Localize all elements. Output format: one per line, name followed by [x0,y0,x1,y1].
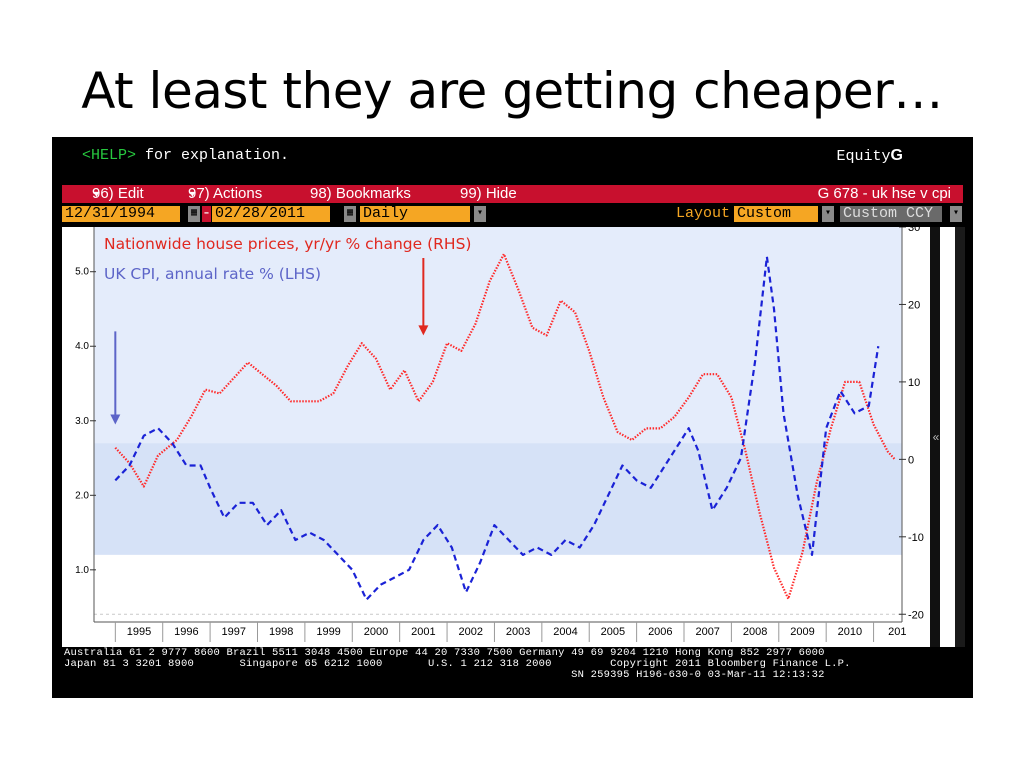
calendar-icon[interactable]: ▦ [188,206,200,222]
date-separator: - [202,205,212,222]
footer-contacts: Australia 61 2 9777 8600 Brazil 5511 304… [64,648,851,681]
layout-select[interactable]: Custom [734,206,818,222]
right-tick-label: -20 [908,609,924,621]
x-tick-label: 1999 [316,626,340,638]
x-tick-label: 1996 [174,626,198,638]
x-tick-label: 2008 [743,626,767,638]
right-tick-label: 20 [908,299,920,311]
periodicity-select[interactable]: Daily [360,206,470,222]
equity-key: G [890,147,903,164]
plot-band-upper [94,227,902,444]
help-line: <HELP> for explanation. [82,147,289,164]
chart-area: 1.0 2.0 3.0 4.0 5.0 -20 -10 0 10 20 30 1995 1996 1997… [62,227,955,647]
right-tick-label: 0 [908,454,914,466]
help-text: for explanation. [136,147,290,164]
cpi-legend-label: UK CPI, annual rate % (LHS) [104,265,321,283]
x-tick-label: 2003 [506,626,530,638]
x-tick-label: 1998 [269,626,293,638]
x-tick-label: 2010 [838,626,862,638]
x-tick-label: 2004 [553,626,577,638]
x-tick-label: 2009 [790,626,814,638]
bookmarks-menu[interactable]: 98) Bookmarks [310,185,411,202]
side-panel [955,227,965,647]
footer-line: Australia 61 2 9777 8600 Brazil 5511 304… [64,647,825,659]
right-tick-label: 30 [908,227,920,234]
x-tick-label: 201 [888,626,906,638]
hide-menu[interactable]: 99) Hide [460,185,517,202]
footer-line: SN 259395 H196-630-0 03-Mar-11 12:13:32 [64,669,825,681]
chevron-down-icon[interactable]: ▾ [822,206,834,222]
left-tick-label: 1.0 [75,565,89,576]
slide-title: At least they are getting cheaper… [81,62,943,120]
x-tick-label: 2007 [695,626,719,638]
chevron-down-icon[interactable]: ▾ [474,206,486,222]
calendar-icon[interactable]: ▦ [344,206,356,222]
graph-id: G 678 - uk hse v cpi [817,185,951,202]
left-tick-label: 5.0 [75,267,89,278]
cpi-arrow-head [110,414,121,425]
footer-line: Japan 81 3 3201 8900 Singapore 65 6212 1… [64,658,851,670]
x-tick-label: 2001 [411,626,435,638]
filter-bar: 12/31/1994 ▦ - 02/28/2011 ▦ Daily ▾ Layo… [62,204,963,224]
end-date-field[interactable]: 02/28/2011 [212,206,330,222]
right-tick-label: 10 [908,377,920,389]
x-tick-label: 2000 [364,626,388,638]
chevron-down-icon[interactable]: ▾ [950,206,962,222]
left-tick-label: 2.0 [75,490,89,501]
x-tick-label: 2005 [601,626,625,638]
x-tick-label: 2006 [648,626,672,638]
cpi-series-line [114,255,880,601]
right-tick-label: -10 [908,532,924,544]
left-tick-label: 4.0 [75,341,89,352]
x-tick-label: 1997 [222,626,246,638]
plot-band-middle [94,443,902,555]
equity-label: EquityG [836,147,903,165]
bloomberg-terminal: <HELP> for explanation. EquityG 96) Edit… [52,137,973,698]
x-tick-label: 2002 [459,626,483,638]
layout-label: Layout [676,205,731,222]
currency-select[interactable]: Custom CCY [840,206,942,222]
help-key[interactable]: <HELP> [82,147,137,164]
x-tick-label: 1995 [127,626,151,638]
chevron-down-icon: ▼ [188,189,197,199]
house-price-legend-label: Nationwide house prices, yr/yr % change … [104,235,471,253]
collapse-icon[interactable]: « [933,430,940,444]
right-gutter [930,227,940,647]
chevron-down-icon: ▼ [92,189,101,199]
left-tick-label: 3.0 [75,416,89,427]
menu-bar: 96) Edit ▼ 97) Actions ▼ 98) Bookmarks 99… [62,185,963,203]
start-date-field[interactable]: 12/31/1994 [62,206,180,222]
house-price-series-line [114,253,896,600]
house-arrow-head [418,325,429,336]
plot-band-lower [94,554,902,622]
